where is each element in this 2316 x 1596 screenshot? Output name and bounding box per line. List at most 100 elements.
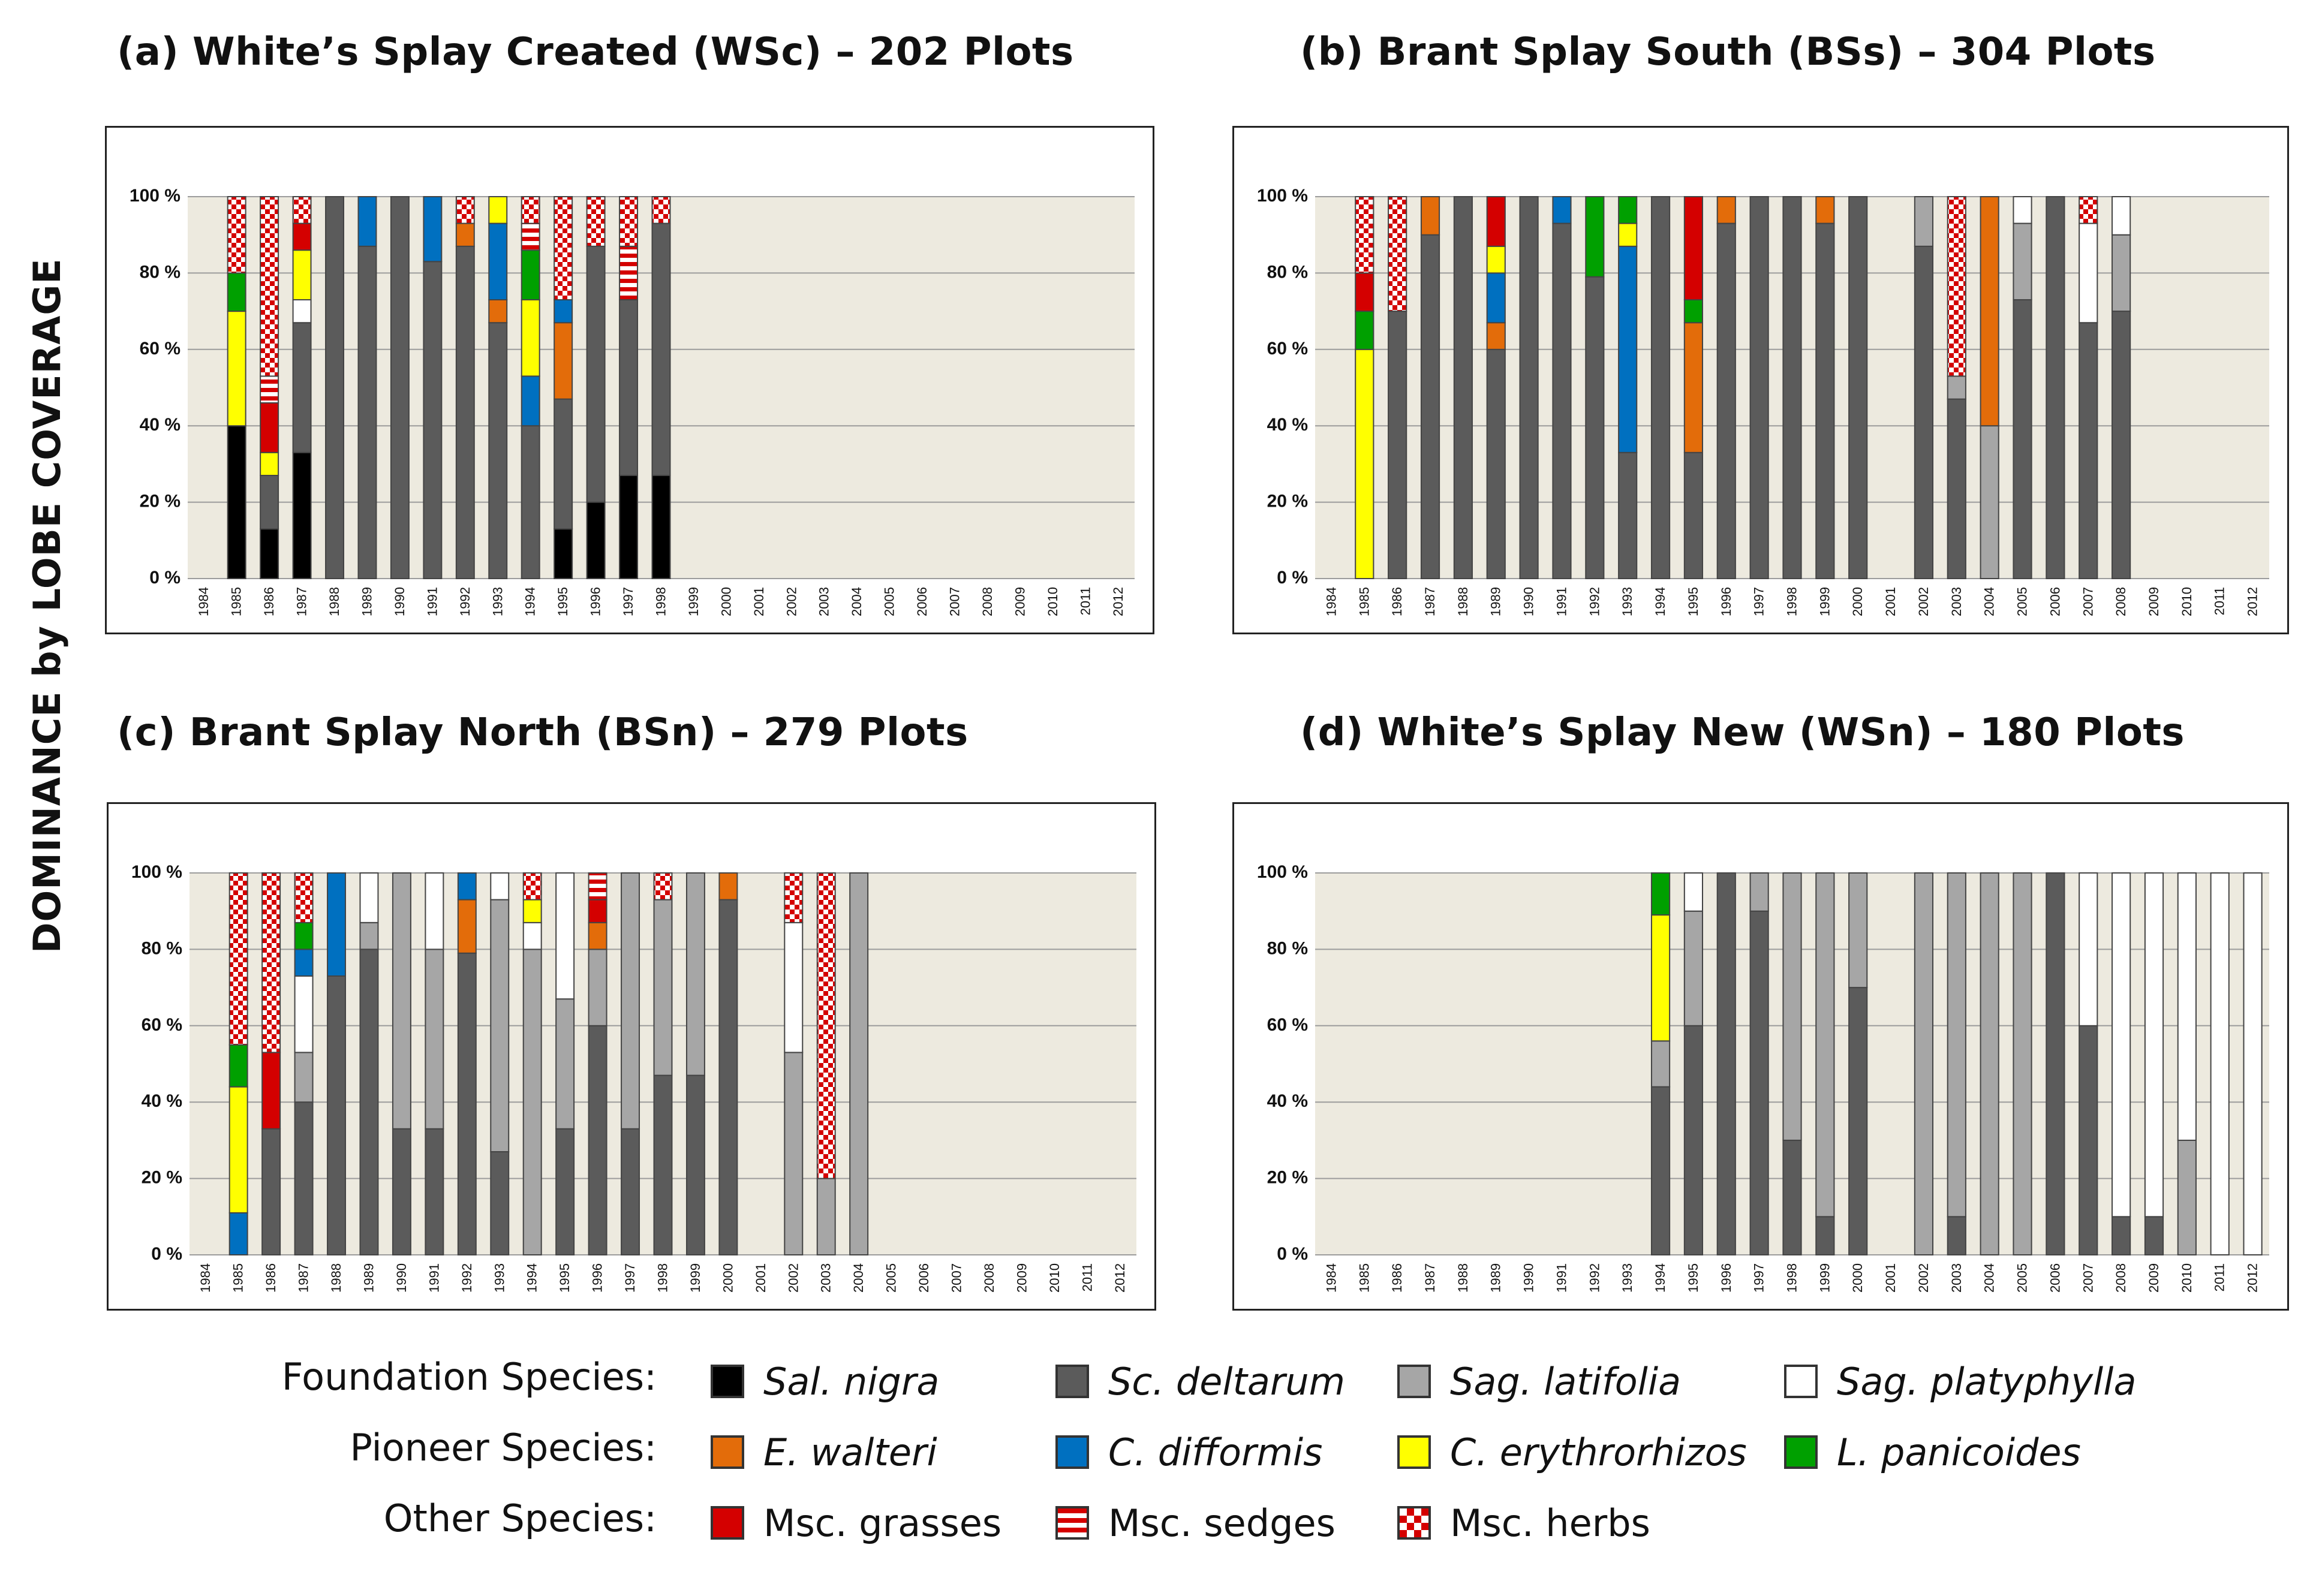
- bar-segment-sc-deltarum: [2046, 196, 2065, 579]
- bar-segment-c-difformis: [1552, 196, 1572, 224]
- x-tick-label: 1991: [426, 1263, 441, 1293]
- bar-segment-sag-latifolia: [1815, 872, 1835, 1218]
- bar-1999: [1815, 872, 1835, 1255]
- bar-segment-sal-nigra: [292, 451, 312, 579]
- bar-1988: [325, 196, 344, 579]
- bar-segment-sag-latifolia: [784, 1052, 804, 1255]
- bar-1993: [1618, 196, 1638, 579]
- x-tick-label: 1992: [458, 587, 473, 616]
- bar-segment-msc-herbs: [651, 196, 671, 224]
- x-tick-label: 1999: [688, 1263, 703, 1293]
- bar-segment-sag-latifolia: [849, 872, 869, 1255]
- bar-2004: [1980, 196, 1999, 580]
- bar-segment-sc-deltarum: [651, 222, 671, 477]
- bar-1992: [457, 872, 477, 1256]
- legend-swatch: [1784, 1435, 1818, 1469]
- bar-segment-c-erythrorhizos: [228, 1086, 248, 1213]
- bar-segment-sag-platyphylla: [2079, 222, 2098, 324]
- y-tick-label: 40 %: [1267, 1091, 1308, 1111]
- bar-segment-sc-deltarum: [1683, 1025, 1704, 1255]
- x-tick-label: 2001: [751, 587, 766, 616]
- bar-segment-l-panicoides: [227, 272, 246, 312]
- x-tick-label: 1994: [1653, 1263, 1668, 1293]
- bar-segment-sag-latifolia: [490, 899, 510, 1153]
- bar-1993: [490, 872, 510, 1256]
- bar-segment-sc-deltarum: [1848, 196, 1868, 579]
- x-tick-label: 2012: [1112, 1263, 1127, 1293]
- bar-1990: [390, 196, 410, 579]
- legend-text: Msc. herbs: [1450, 1501, 1650, 1545]
- y-tick-label: 40 %: [140, 415, 181, 435]
- bar-segment-sal-nigra: [619, 475, 639, 580]
- bar-2003: [1947, 196, 1966, 579]
- bar-1991: [423, 196, 443, 580]
- bar-segment-sag-platyphylla: [2243, 872, 2263, 1255]
- y-tick-label: 0 %: [149, 568, 181, 588]
- bar-segment-c-difformis: [1486, 272, 1506, 324]
- x-tick-label: 2006: [916, 1263, 931, 1293]
- bar-segment-sc-deltarum: [1486, 348, 1506, 579]
- x-tick-label: 1986: [1389, 587, 1404, 616]
- x-tick-label: 1993: [492, 1263, 507, 1293]
- bar-1999: [685, 872, 705, 1255]
- bar-segment-sc-deltarum: [718, 899, 738, 1255]
- x-tick-label: 1999: [1817, 1263, 1832, 1293]
- bar-segment-sag-latifolia: [685, 872, 705, 1076]
- bar-segment-sc-deltarum: [521, 425, 540, 580]
- bar-1987: [1420, 196, 1440, 579]
- bar-segment-sc-deltarum: [621, 1128, 640, 1255]
- bar-segment-c-erythrorhizos: [260, 451, 279, 477]
- bar-segment-msc-sedges: [521, 222, 540, 251]
- x-tick-label: 1998: [655, 1263, 670, 1293]
- bar-segment-msc-grasses: [588, 899, 607, 923]
- x-tick-label: 2001: [1883, 1263, 1898, 1293]
- bar-segment-sag-latifolia: [1749, 872, 1769, 912]
- x-tick-label: 2005: [884, 1263, 899, 1293]
- bar-segment-sc-deltarum: [1815, 1216, 1835, 1255]
- x-tick-label: 2003: [1949, 587, 1964, 616]
- bar-1997: [1749, 872, 1769, 1255]
- bar-segment-l-panicoides: [1355, 311, 1374, 350]
- bar-segment-sc-deltarum: [653, 1074, 673, 1255]
- bar-2000: [718, 872, 738, 1255]
- x-tick-label: 2011: [2212, 587, 2227, 615]
- legend-swatch: [1055, 1435, 1089, 1469]
- panel-c-title: (c) Brant Splay North (BSn) – 279 Plots: [117, 710, 968, 755]
- bar-segment-sag-latifolia: [1650, 1040, 1671, 1088]
- chart-svg-a: 0 % 20 % 40 % 60 % 80 % 100 % 1984 1985 1986 1987…: [130, 186, 1135, 616]
- y-tick-label: 60 %: [1267, 1015, 1308, 1035]
- bar-segment-sag-platyphylla: [2177, 872, 2197, 1141]
- bar-1996: [586, 196, 606, 579]
- x-tick-label: 1992: [459, 1263, 474, 1293]
- bar-segment-sag-latifolia: [425, 948, 444, 1130]
- x-tick-label: 1988: [1455, 1263, 1470, 1293]
- x-tick-label: 1986: [261, 587, 276, 616]
- bar-segment-sag-platyphylla: [555, 872, 575, 1000]
- panel-b-title: (b) Brant Splay South (BSs) – 304 Plots: [1300, 30, 2156, 74]
- bar-segment-msc-herbs: [521, 196, 540, 224]
- legend-text: Sag. latifolia: [1450, 1360, 1682, 1404]
- x-tick-label: 2010: [2179, 1263, 2194, 1293]
- bar-segment-sc-deltarum: [1716, 872, 1736, 1255]
- bar-segment-msc-grasses: [261, 1052, 281, 1130]
- x-tick-label: 2007: [948, 587, 963, 616]
- y-tick-label: 60 %: [142, 1015, 182, 1035]
- x-tick-label: 1989: [359, 587, 374, 616]
- legend-swatch: [711, 1365, 744, 1398]
- x-tick-label: 1994: [525, 1263, 540, 1293]
- x-tick-label: 1990: [1521, 1263, 1536, 1293]
- bar-segment-sc-deltarum: [1749, 910, 1769, 1255]
- bar-segment-msc-herbs: [294, 872, 314, 923]
- bar-segment-sc-deltarum: [1519, 196, 1539, 579]
- x-tick-label: 1988: [329, 1263, 344, 1293]
- bar-1992: [1585, 196, 1605, 580]
- x-tick-label: 2010: [1047, 1263, 1062, 1293]
- bar-1994: [1650, 196, 1671, 579]
- legend-swatch: [1397, 1506, 1431, 1540]
- bar-segment-sag-latifolia: [2013, 222, 2032, 300]
- x-tick-label: 1997: [622, 1263, 637, 1293]
- x-tick-label: 1987: [1422, 587, 1437, 616]
- bar-1991: [425, 872, 444, 1255]
- bar-segment-c-erythrorhizos: [292, 249, 312, 300]
- x-tick-label: 2001: [1883, 587, 1898, 616]
